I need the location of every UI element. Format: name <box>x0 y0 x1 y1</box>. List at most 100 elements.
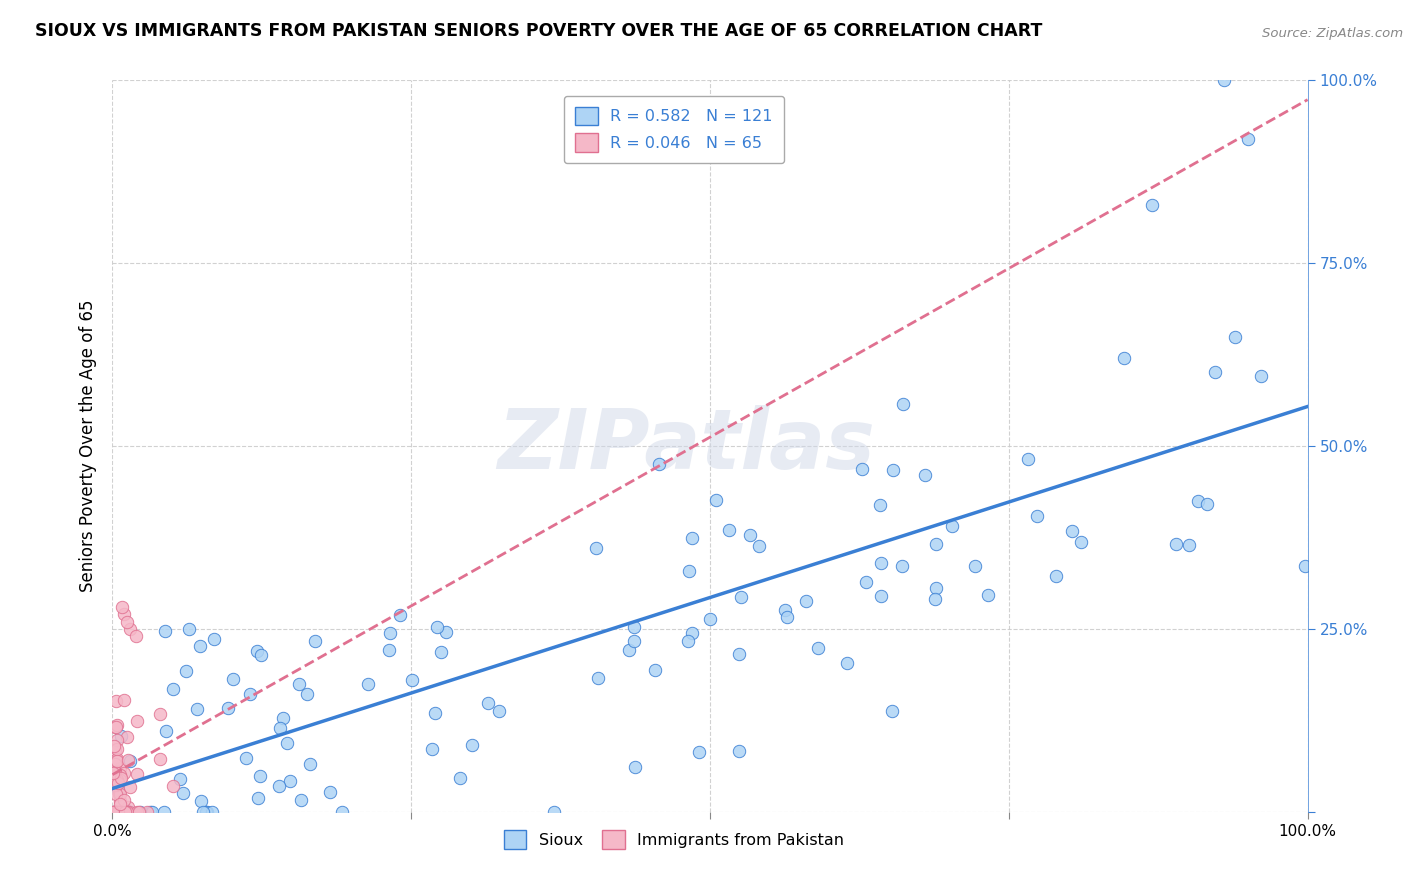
Point <box>103 774 125 789</box>
Point <box>977 588 1000 602</box>
Point <box>195 805 218 819</box>
Point <box>688 745 710 759</box>
Point <box>330 805 353 819</box>
Point <box>174 665 197 679</box>
Point <box>704 492 727 507</box>
Point <box>118 780 141 794</box>
Point <box>1294 559 1316 574</box>
Point <box>290 793 312 807</box>
Point <box>172 786 194 800</box>
Point <box>118 754 141 768</box>
Point <box>155 724 177 739</box>
Point <box>747 539 769 553</box>
Point <box>423 706 446 720</box>
Point <box>676 633 699 648</box>
Text: Source: ZipAtlas.com: Source: ZipAtlas.com <box>1263 27 1403 40</box>
Point <box>891 558 914 573</box>
Point <box>101 765 124 780</box>
Point <box>103 805 125 819</box>
Point <box>191 805 214 819</box>
Point <box>1045 569 1067 583</box>
Point <box>796 594 818 608</box>
Point <box>105 805 128 819</box>
Point <box>1164 537 1187 551</box>
Point <box>114 607 135 622</box>
Point <box>426 620 449 634</box>
Point <box>295 688 318 702</box>
Point <box>925 581 948 595</box>
Point <box>202 632 225 646</box>
Point <box>681 625 703 640</box>
Point <box>401 673 423 687</box>
Point <box>1197 497 1219 511</box>
Point <box>125 805 148 819</box>
Point <box>420 742 443 756</box>
Point <box>103 765 125 780</box>
Point <box>108 797 131 812</box>
Point <box>963 559 986 574</box>
Point <box>1223 330 1246 344</box>
Point <box>617 643 640 657</box>
Point <box>149 707 172 722</box>
Point <box>169 772 191 786</box>
Point <box>434 625 457 640</box>
Point <box>129 805 152 819</box>
Point <box>304 634 326 648</box>
Point <box>162 682 184 697</box>
Point <box>728 744 751 758</box>
Point <box>112 805 135 819</box>
Point <box>1213 73 1236 87</box>
Point <box>1237 132 1260 146</box>
Point <box>738 527 761 541</box>
Point <box>357 677 380 691</box>
Point <box>105 754 128 768</box>
Point <box>108 760 131 774</box>
Point <box>190 794 212 808</box>
Point <box>869 498 891 512</box>
Point <box>267 779 290 793</box>
Point <box>103 805 125 819</box>
Point <box>104 805 127 819</box>
Point <box>111 805 134 819</box>
Point <box>1070 534 1092 549</box>
Point <box>107 805 129 819</box>
Point <box>118 805 141 819</box>
Point <box>449 771 471 785</box>
Point <box>107 781 129 796</box>
Point <box>112 765 135 780</box>
Y-axis label: Seniors Poverty Over the Age of 65: Seniors Poverty Over the Age of 65 <box>79 300 97 592</box>
Point <box>278 773 301 788</box>
Point <box>1026 508 1049 523</box>
Point <box>644 663 666 677</box>
Point <box>103 805 125 819</box>
Point <box>288 676 311 690</box>
Point <box>103 765 125 780</box>
Point <box>235 751 257 765</box>
Point <box>1112 351 1135 365</box>
Point <box>893 397 915 411</box>
Point <box>276 736 298 750</box>
Point <box>177 622 200 636</box>
Point <box>1142 197 1164 211</box>
Point <box>105 718 128 732</box>
Point <box>730 591 752 605</box>
Point <box>108 794 131 808</box>
Point <box>118 805 141 819</box>
Point <box>114 805 136 819</box>
Point <box>914 468 936 483</box>
Point <box>855 574 877 589</box>
Point <box>104 743 127 757</box>
Point <box>851 461 873 475</box>
Point <box>115 615 138 629</box>
Point <box>318 785 340 799</box>
Point <box>201 805 224 819</box>
Point <box>869 589 891 603</box>
Point <box>247 790 270 805</box>
Point <box>108 773 131 788</box>
Point <box>112 792 135 806</box>
Point <box>388 607 411 622</box>
Legend: Sioux, Immigrants from Pakistan: Sioux, Immigrants from Pakistan <box>498 823 851 855</box>
Point <box>378 642 401 657</box>
Point <box>136 805 159 819</box>
Point <box>588 671 610 685</box>
